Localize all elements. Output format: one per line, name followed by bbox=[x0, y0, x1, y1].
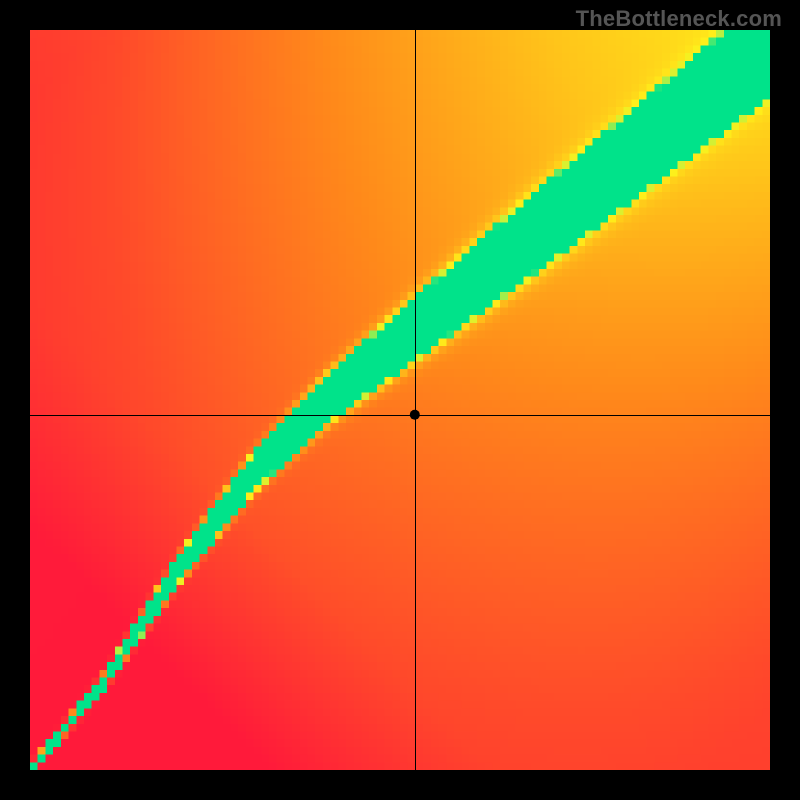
chart-container: TheBottleneck.com bbox=[0, 0, 800, 800]
crosshair-overlay bbox=[0, 0, 800, 800]
watermark-text: TheBottleneck.com bbox=[576, 6, 782, 32]
